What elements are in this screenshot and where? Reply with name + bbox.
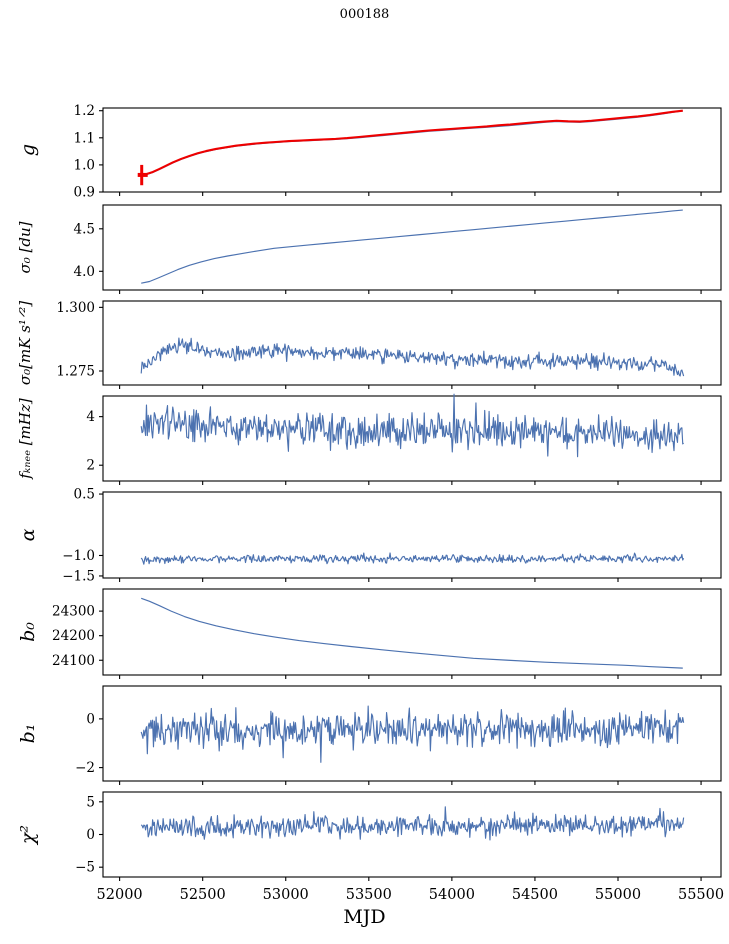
- y-tick-label: −1.0: [62, 548, 95, 564]
- panel-frame: [102, 107, 722, 193]
- x-tick-label: 53500: [346, 887, 392, 903]
- x-axis-label: MJD: [343, 906, 386, 928]
- y-tick-label: 1.2: [74, 103, 95, 119]
- y-tick-label: 24100: [52, 653, 95, 669]
- panel-alpha: −1.5 −1.0 0.5 α: [17, 487, 722, 584]
- x-tick-label: 55000: [595, 887, 641, 903]
- panel-frame: [102, 204, 722, 291]
- y-axis-label: σ₀[mK s¹ᐟ²]: [16, 301, 34, 385]
- panel-b1: −2 0 b₁: [17, 685, 722, 785]
- y-tick-label: 5: [86, 794, 95, 810]
- y-tick-label: 4: [86, 409, 95, 425]
- series-b0: [141, 597, 683, 669]
- x-tick-label: 54000: [429, 887, 475, 903]
- y-tick-label: 24300: [52, 604, 95, 620]
- y-tick-label: 2: [86, 458, 95, 474]
- panel-sigma0_mK: 1.275 1.300 σ₀[mK s¹ᐟ²]: [16, 300, 722, 389]
- x-tick-label: 55500: [678, 887, 724, 903]
- y-tick-label: 1.1: [74, 130, 95, 146]
- y-tick-label: 0: [86, 711, 95, 727]
- y-tick-label: −5: [75, 860, 95, 876]
- x-tick-label: 53000: [263, 887, 309, 903]
- panel-frame: [102, 491, 722, 579]
- y-tick-label: 0.5: [74, 487, 95, 503]
- y-tick-label: 0: [86, 827, 95, 843]
- x-tick-label: 54500: [512, 887, 558, 903]
- panel-frame: [102, 588, 722, 676]
- y-axis-label: g: [17, 144, 39, 156]
- series-sigma0: [141, 209, 683, 284]
- series-f_knee: [140, 393, 685, 458]
- y-axis-label: fₖₙₑₑ [mHz]: [16, 398, 34, 480]
- series-chi2: [140, 806, 685, 841]
- panel-frame: [102, 300, 722, 386]
- panel-frame: [102, 395, 722, 482]
- y-tick-label: 24200: [52, 628, 95, 644]
- y-axis-label: σ₀ [du]: [16, 221, 34, 273]
- y-tick-label: 4.0: [74, 264, 95, 280]
- y-tick-label: 1.275: [56, 364, 95, 380]
- y-tick-label: 0.9: [74, 185, 95, 201]
- y-axis-label: b₁: [17, 724, 39, 744]
- y-tick-label: −2: [75, 760, 95, 776]
- x-tick-label: 52500: [180, 887, 226, 903]
- y-tick-label: 1.300: [56, 300, 95, 316]
- y-tick-label: 1.0: [74, 157, 95, 173]
- series-sigma0_mK: [140, 337, 685, 377]
- panel-sigma0_du: 4.0 4.5 σ₀ [du]: [16, 204, 722, 294]
- y-axis-label: χ²: [17, 825, 39, 846]
- y-tick-label: −1.5: [62, 568, 95, 584]
- y-axis-label: α: [17, 528, 39, 541]
- panel-gain: 0.9 1.0 1.1 1.2 g: [17, 103, 722, 201]
- series-g_highlight: [141, 109, 683, 176]
- panel-chi2: −5 0 5 χ²: [17, 791, 722, 881]
- panel-b0: 24100 24200 24300 b₀: [17, 588, 722, 679]
- figure-title: 000188: [339, 7, 390, 22]
- y-axis-label: b₀: [17, 622, 39, 642]
- series-b1: [140, 705, 685, 763]
- y-tick-label: 4.5: [74, 221, 95, 237]
- x-tick-label: 52000: [97, 887, 143, 903]
- series-alpha: [140, 552, 685, 565]
- panel-f_knee: 2 4 fₖₙₑₑ [mHz]: [16, 393, 722, 485]
